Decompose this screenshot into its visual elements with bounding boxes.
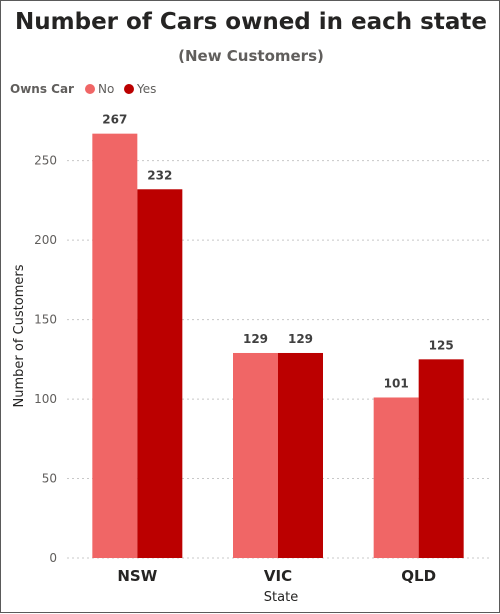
bar-qld-yes[interactable] xyxy=(418,359,464,558)
y-tick-label: 100 xyxy=(34,392,57,406)
data-label: 101 xyxy=(384,376,409,390)
data-label: 125 xyxy=(429,338,454,352)
y-tick-label: 50 xyxy=(42,472,57,486)
legend-title: Owns Car xyxy=(10,82,74,96)
x-axis-label: State xyxy=(264,590,298,605)
x-tick-label: NSW xyxy=(117,567,157,585)
legend-label-yes: Yes xyxy=(136,82,156,96)
y-tick-label: 200 xyxy=(34,233,57,247)
legend: Owns Car No Yes xyxy=(10,82,156,96)
data-label: 129 xyxy=(288,332,313,346)
y-axis-ticks: 0 50 100 150 200 250 xyxy=(34,154,57,565)
y-tick-label: 250 xyxy=(34,154,57,168)
bar-vic-no[interactable] xyxy=(233,352,278,558)
y-tick-label: 0 xyxy=(49,551,57,565)
bar-nsw-yes[interactable] xyxy=(137,189,183,559)
legend-marker-no xyxy=(85,84,95,94)
x-tick-label: VIC xyxy=(264,567,292,585)
data-labels: 267 232 129 129 101 125 xyxy=(102,113,453,391)
y-axis-label: Number of Customers xyxy=(12,264,27,407)
chart-title: Number of Cars owned in each state xyxy=(15,9,487,35)
bar-vic-yes[interactable] xyxy=(278,352,323,558)
bars xyxy=(92,133,464,559)
bar-nsw-no[interactable] xyxy=(92,133,138,559)
data-label: 267 xyxy=(102,113,127,127)
bar-qld-no[interactable] xyxy=(373,397,419,558)
legend-marker-yes xyxy=(124,84,134,94)
data-label: 232 xyxy=(147,168,172,182)
chart-subtitle: (New Customers) xyxy=(178,47,324,65)
y-tick-label: 150 xyxy=(34,313,57,327)
legend-label-no: No xyxy=(98,82,114,96)
x-tick-label: QLD xyxy=(401,567,436,585)
x-axis-ticks: NSW VIC QLD xyxy=(117,567,436,585)
data-label: 129 xyxy=(243,332,268,346)
